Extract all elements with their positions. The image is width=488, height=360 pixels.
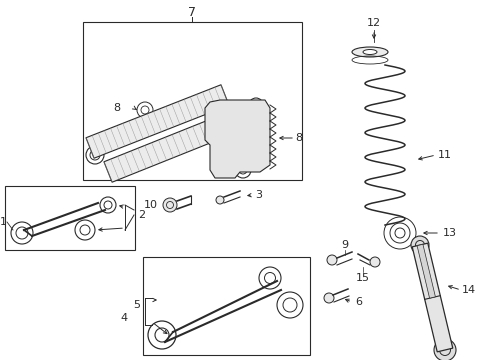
Text: 5: 5 <box>133 300 140 310</box>
Text: 15: 15 <box>355 273 369 283</box>
Circle shape <box>216 196 224 204</box>
Text: 8: 8 <box>294 133 302 143</box>
Polygon shape <box>104 102 262 182</box>
Circle shape <box>163 198 177 212</box>
Text: 7: 7 <box>187 6 196 19</box>
Polygon shape <box>86 85 228 158</box>
Text: 14: 14 <box>461 285 475 295</box>
Polygon shape <box>411 243 452 352</box>
Ellipse shape <box>362 49 376 54</box>
Text: 2: 2 <box>138 210 145 220</box>
Circle shape <box>326 255 336 265</box>
Text: 6: 6 <box>354 297 361 307</box>
Text: 8: 8 <box>113 103 121 113</box>
Circle shape <box>369 257 379 267</box>
Text: 10: 10 <box>143 200 158 210</box>
Text: 13: 13 <box>442 228 456 238</box>
Text: 12: 12 <box>366 18 380 28</box>
Circle shape <box>324 293 333 303</box>
Text: 3: 3 <box>254 190 262 200</box>
Ellipse shape <box>351 47 387 57</box>
Text: 1: 1 <box>0 217 7 227</box>
Polygon shape <box>416 244 434 298</box>
Polygon shape <box>204 100 269 178</box>
Text: 9: 9 <box>341 240 348 250</box>
Circle shape <box>433 339 455 360</box>
Circle shape <box>410 236 428 254</box>
Text: 11: 11 <box>437 150 451 160</box>
Text: 4: 4 <box>121 313 128 323</box>
